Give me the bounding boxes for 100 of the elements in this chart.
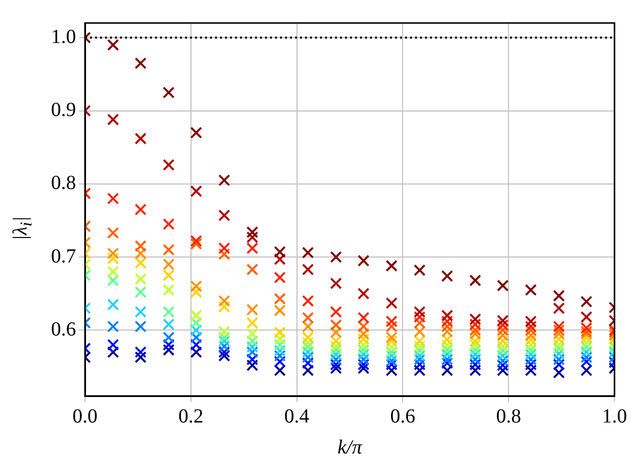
point xyxy=(134,320,147,332)
point xyxy=(162,284,175,296)
point xyxy=(218,242,230,254)
point xyxy=(580,311,592,323)
point xyxy=(496,359,509,372)
point xyxy=(552,348,565,360)
point xyxy=(441,344,454,356)
point xyxy=(552,320,565,332)
point xyxy=(162,86,175,98)
point xyxy=(386,320,398,332)
point xyxy=(302,320,314,332)
point xyxy=(358,338,370,351)
y-tick-label: 0.6 xyxy=(51,318,76,340)
point xyxy=(524,338,537,351)
point xyxy=(218,174,230,186)
point xyxy=(524,320,537,332)
point xyxy=(162,258,175,270)
point xyxy=(162,318,175,330)
point xyxy=(330,251,342,263)
point xyxy=(246,231,258,244)
point xyxy=(134,240,147,252)
point xyxy=(580,351,592,364)
point xyxy=(414,311,426,323)
y-tick-label: 1.0 xyxy=(51,26,76,48)
point xyxy=(358,344,370,356)
point xyxy=(218,346,230,358)
point xyxy=(190,324,202,336)
point xyxy=(107,266,120,278)
point xyxy=(302,364,314,376)
point xyxy=(246,353,258,366)
point xyxy=(441,348,454,360)
point xyxy=(162,158,175,171)
point xyxy=(330,277,342,290)
point xyxy=(218,300,230,313)
point xyxy=(107,320,120,332)
point xyxy=(552,302,565,314)
point xyxy=(580,341,592,353)
point xyxy=(414,353,426,366)
point xyxy=(134,204,147,216)
point xyxy=(414,264,426,276)
point xyxy=(107,274,120,286)
point xyxy=(190,286,202,298)
point xyxy=(524,329,537,342)
point xyxy=(496,319,509,332)
point xyxy=(524,334,537,346)
point xyxy=(358,358,370,370)
point xyxy=(246,341,258,353)
point xyxy=(469,335,482,348)
point xyxy=(496,350,509,362)
point xyxy=(358,328,370,340)
point xyxy=(302,351,314,364)
point xyxy=(469,324,482,336)
point xyxy=(414,358,426,370)
point xyxy=(414,350,426,362)
point xyxy=(414,344,426,357)
point xyxy=(386,260,398,272)
point xyxy=(218,248,230,260)
point xyxy=(107,247,120,260)
y-tick-label: 0.8 xyxy=(51,172,76,194)
point xyxy=(552,338,565,351)
point xyxy=(496,280,509,292)
point xyxy=(552,342,565,354)
point xyxy=(414,340,426,352)
y-tick-label: 0.7 xyxy=(51,245,76,268)
point xyxy=(218,350,230,362)
point xyxy=(330,358,342,370)
point xyxy=(524,358,537,370)
point xyxy=(552,333,565,345)
point xyxy=(190,235,202,247)
point xyxy=(524,344,537,356)
point xyxy=(330,344,342,356)
point xyxy=(134,306,147,318)
point xyxy=(330,340,342,352)
point xyxy=(107,338,120,351)
point xyxy=(386,364,398,376)
point xyxy=(218,332,230,344)
point xyxy=(386,297,398,310)
point xyxy=(469,353,482,366)
point xyxy=(552,353,565,366)
point xyxy=(469,338,482,351)
point xyxy=(441,338,454,351)
point xyxy=(302,346,314,358)
point xyxy=(330,353,342,366)
point xyxy=(274,326,286,338)
point xyxy=(107,346,120,358)
point xyxy=(552,366,565,379)
point xyxy=(246,304,258,316)
point xyxy=(414,326,426,338)
point xyxy=(358,320,370,332)
point xyxy=(246,316,258,329)
point xyxy=(218,335,230,348)
point xyxy=(414,335,426,348)
point xyxy=(524,284,537,296)
point xyxy=(524,348,537,360)
x-tick-label: 0.8 xyxy=(496,405,522,428)
point xyxy=(134,346,147,358)
point xyxy=(190,126,202,139)
point xyxy=(274,344,286,357)
point xyxy=(302,246,314,259)
point xyxy=(274,272,286,284)
